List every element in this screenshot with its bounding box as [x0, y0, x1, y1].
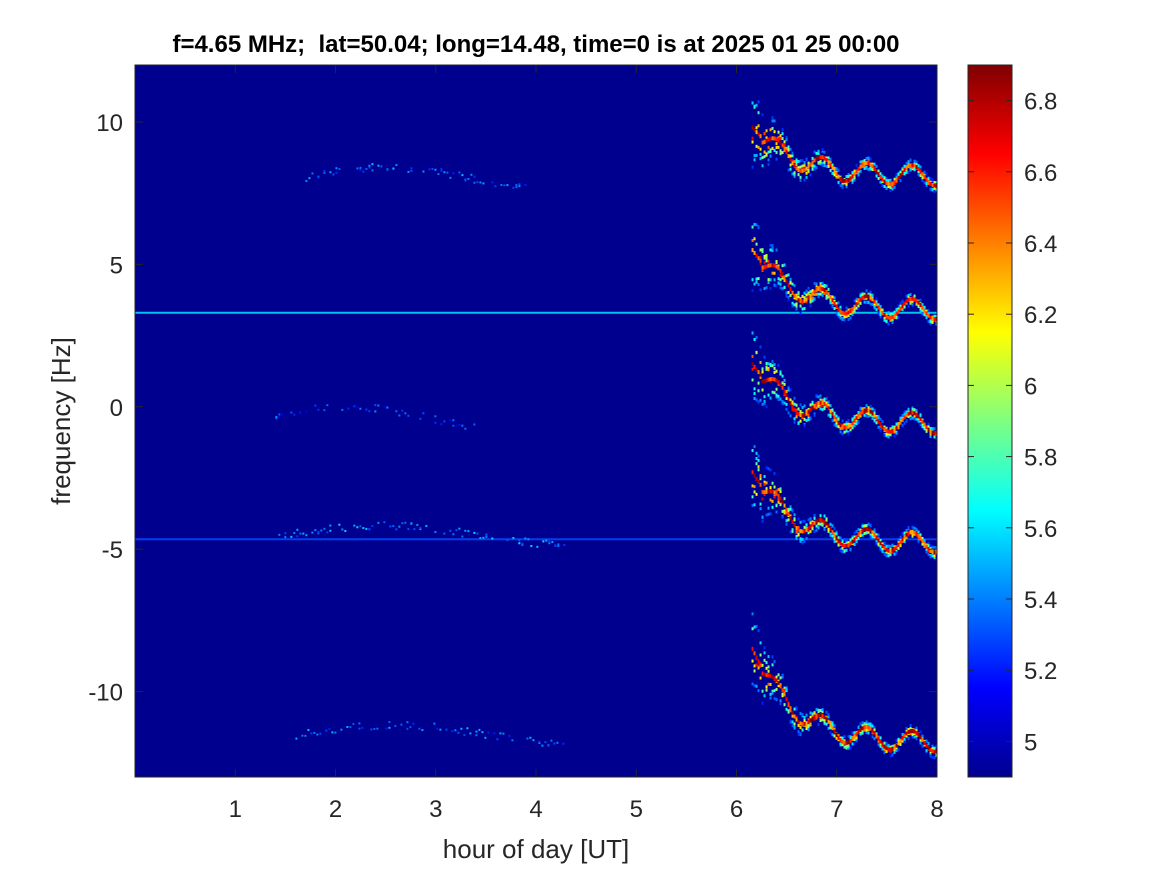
weak-echo-trace	[278, 521, 566, 548]
y-tick-label: 5	[110, 252, 123, 279]
x-axis-ticks: 1 2 3 4 5 6 7 8	[229, 65, 944, 823]
x-axis-label: hour of day [UT]	[443, 834, 629, 864]
x-tick-label: 5	[630, 796, 643, 823]
colorbar-tick-label: 6.8	[1024, 89, 1057, 116]
colorbar-tick-label: 5	[1024, 729, 1037, 756]
echo-trace	[751, 331, 937, 441]
plot-area	[135, 65, 937, 777]
x-tick-label: 1	[229, 796, 242, 823]
colorbar-tick-label: 5.8	[1024, 445, 1057, 472]
y-tick-label: -10	[88, 680, 123, 707]
colorbar-tick-label: 6.6	[1024, 160, 1057, 187]
colorbar-ticks: 6.8 6.6 6.4 6.2 6 5.8 5.6 5.4 5.2 5	[968, 89, 1057, 756]
y-tick-label: 10	[96, 110, 123, 137]
weak-echo-trace	[275, 404, 476, 430]
echo-trace	[751, 100, 937, 194]
y-tick-label: 0	[110, 395, 123, 422]
echo-trace	[751, 445, 937, 560]
colorbar-tick-label: 5.2	[1024, 658, 1057, 685]
x-tick-label: 3	[429, 796, 442, 823]
x-tick-label: 7	[830, 796, 843, 823]
y-axis-label: frequency [Hz]	[46, 337, 76, 505]
y-axis-ticks: 10 5 0 -5 -10	[88, 110, 937, 707]
colorbar-tick-label: 6.4	[1024, 231, 1057, 258]
x-tick-label: 6	[730, 796, 743, 823]
weak-echo-trace	[295, 721, 565, 747]
y-tick-label: -5	[102, 537, 123, 564]
weak-echo-trace	[305, 163, 527, 189]
x-tick-label: 2	[329, 796, 342, 823]
colorbar-tick-label: 6.2	[1024, 302, 1057, 329]
colorbar	[967, 64, 1013, 778]
heatmap-layer	[135, 100, 937, 760]
colorbar-tick-label: 5.6	[1024, 516, 1057, 543]
x-tick-label: 8	[930, 796, 943, 823]
chart-title: f=4.65 MHz; lat=50.04; long=14.48, time=…	[172, 31, 899, 58]
echo-trace	[751, 612, 937, 760]
x-tick-label: 4	[529, 796, 542, 823]
colorbar-tick-label: 6	[1024, 373, 1037, 400]
echo-trace	[751, 222, 937, 326]
colorbar-tick-label: 5.4	[1024, 587, 1057, 614]
